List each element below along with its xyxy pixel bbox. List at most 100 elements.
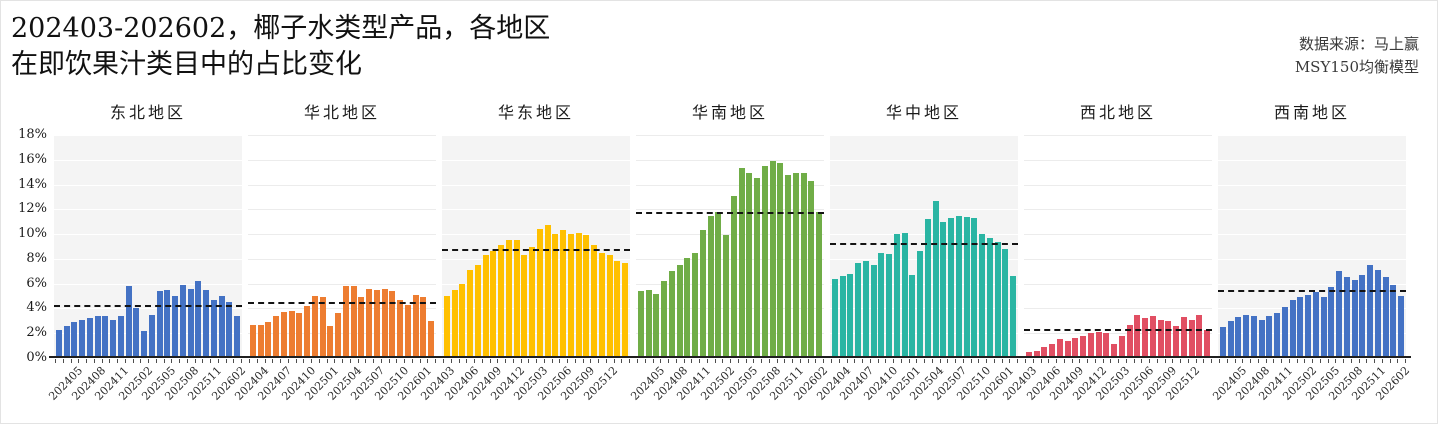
panel-title-华南地区: 华南地区 <box>691 103 768 122</box>
bar-华南地区-202410 <box>692 252 699 358</box>
x-tick-mark <box>101 359 103 363</box>
x-tick-mark <box>241 359 242 363</box>
x-tick-mark <box>1250 359 1251 363</box>
x-tick-mark <box>1389 359 1391 363</box>
bar-华南地区-202502 <box>723 235 730 358</box>
x-tick-mark <box>264 359 266 363</box>
bar-华北地区-202410 <box>304 305 311 358</box>
gridline <box>636 283 824 285</box>
gridline <box>1024 184 1212 186</box>
gridline <box>54 159 242 161</box>
gridline <box>248 258 436 260</box>
x-tick-mark <box>349 359 351 363</box>
panel-band <box>1218 135 1406 358</box>
bar-华东地区-202412 <box>513 240 520 358</box>
x-tick-mark <box>916 359 918 363</box>
bar-东北地区-202412 <box>125 286 132 358</box>
x-tick-mark <box>784 359 786 363</box>
bar-华北地区-202507 <box>373 289 380 358</box>
x-tick-mark <box>1257 359 1259 363</box>
bar-东北地区-202502 <box>141 330 148 358</box>
bar-华中地区-202510 <box>979 234 986 358</box>
bar-西南地区-202405 <box>1235 317 1242 358</box>
x-tick-mark <box>1226 359 1228 363</box>
bar-西南地区-202503 <box>1312 292 1319 358</box>
gridline <box>636 135 824 136</box>
bar-东北地区-202409 <box>102 315 109 358</box>
x-tick-mark <box>474 359 475 363</box>
bar-华中地区-202403 <box>831 278 838 358</box>
x-tick-mark <box>644 359 646 363</box>
gridline <box>1024 308 1212 310</box>
bar-西南地区-202510 <box>1367 265 1374 358</box>
x-tick-mark <box>753 359 755 363</box>
x-tick-mark <box>171 359 173 363</box>
x-tick-mark <box>70 359 72 363</box>
mean-dashed-line <box>830 243 1018 246</box>
gridline <box>54 308 242 310</box>
gridline <box>54 258 242 260</box>
bar-华中地区-202504 <box>932 200 939 358</box>
x-tick-mark <box>1087 359 1088 363</box>
bar-西北地区-202601 <box>1196 315 1203 358</box>
x-tick-mark <box>978 359 980 363</box>
x-tick-mark <box>225 359 227 363</box>
gridline <box>442 258 630 260</box>
bar-华中地区-202405 <box>847 273 854 358</box>
bar-东北地区-202501 <box>133 308 140 358</box>
bar-华北地区-202601 <box>420 297 427 358</box>
bar-东北地区-202508 <box>187 288 194 358</box>
bar-西南地区-202509 <box>1359 274 1366 358</box>
x-tick-mark <box>691 359 693 363</box>
source-line1: 数据来源：马上赢 <box>1298 35 1419 53</box>
gridline <box>1024 258 1212 260</box>
bar-西南地区-202602 <box>1398 296 1405 358</box>
y-axis-tick-label: 8% <box>26 250 47 266</box>
gridline <box>248 333 436 335</box>
bar-华北地区-202408 <box>288 310 295 358</box>
bar-华北地区-202508 <box>381 288 388 358</box>
x-tick-mark <box>450 359 452 363</box>
bar-华东地区-202410 <box>498 245 505 358</box>
mean-dashed-line <box>54 304 242 307</box>
x-tick-mark <box>93 359 95 363</box>
x-tick-mark <box>365 359 367 363</box>
gridline <box>442 308 630 310</box>
bar-东北地区-202511 <box>210 299 217 358</box>
bar-华东地区-202508 <box>575 232 582 358</box>
x-tick-mark <box>179 359 180 363</box>
x-tick-mark <box>148 359 149 363</box>
gridline <box>248 159 436 161</box>
bar-西北地区-202407 <box>1056 339 1063 358</box>
mean-dashed-line <box>636 212 824 215</box>
panel-band <box>830 135 1018 358</box>
x-tick-mark <box>458 359 460 363</box>
bar-华东地区-202407 <box>474 265 481 358</box>
bar-东北地区-202504 <box>156 291 163 358</box>
gridline <box>442 184 630 186</box>
x-tick-mark <box>528 359 530 363</box>
mean-dashed-line <box>1024 328 1212 331</box>
y-axis-tick-label: 0% <box>26 350 47 365</box>
gridline <box>1218 308 1406 310</box>
x-tick-mark <box>280 359 281 363</box>
bar-西北地区-202511 <box>1180 317 1187 358</box>
x-tick-mark <box>311 359 312 363</box>
x-tick-mark <box>132 359 134 363</box>
bar-西北地区-202506 <box>1142 318 1149 358</box>
bar-东北地区-202512 <box>218 296 225 358</box>
x-tick-mark <box>303 359 305 363</box>
bar-东北地区-202510 <box>203 289 210 358</box>
x-tick-mark <box>1025 359 1026 363</box>
y-axis-tick-label: 12% <box>18 201 47 217</box>
bar-西南地区-202601 <box>1390 284 1397 358</box>
gridline <box>830 333 1018 335</box>
gridline <box>248 283 436 285</box>
bar-西北地区-202602 <box>1204 329 1211 358</box>
x-tick-mark <box>683 359 685 363</box>
bar-华东地区-202510 <box>591 245 598 358</box>
bar-华东地区-202602 <box>622 262 629 358</box>
panel-band <box>442 135 630 358</box>
bar-西北地区-202409 <box>1072 337 1079 358</box>
x-tick-mark <box>877 359 879 363</box>
